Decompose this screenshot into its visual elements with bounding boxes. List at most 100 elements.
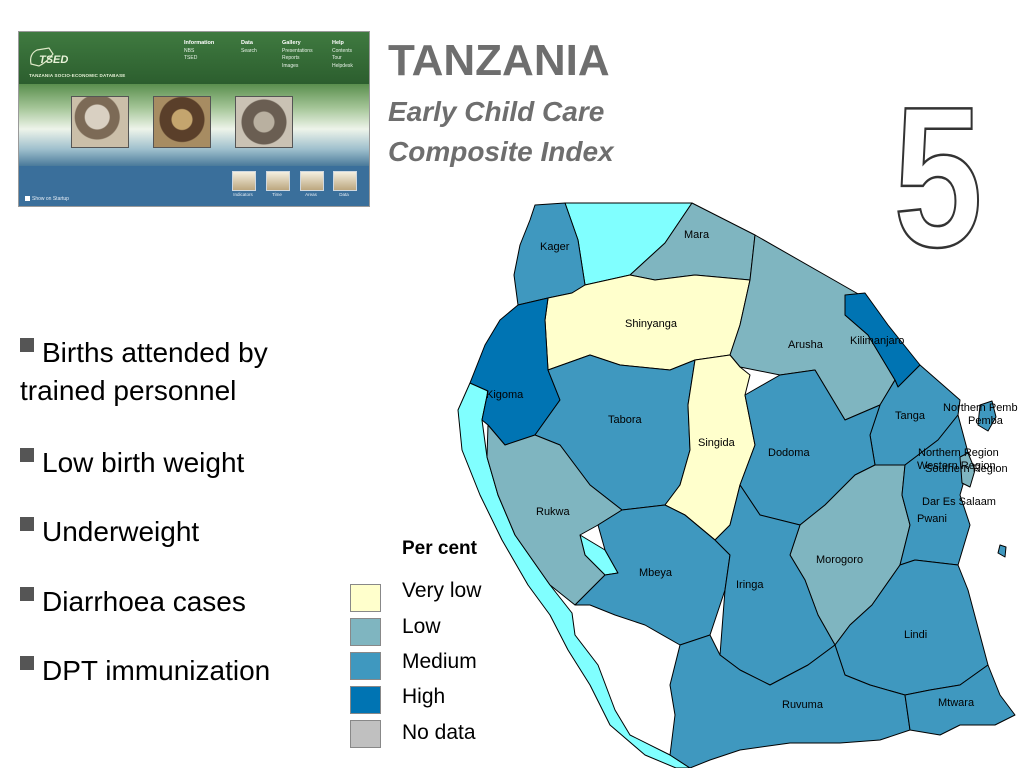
label-kagera: Kager: [540, 241, 570, 253]
label-iringa: Iringa: [736, 579, 764, 591]
menu-item[interactable]: TSED: [184, 55, 198, 61]
legend-swatch-very-low: [350, 584, 381, 612]
label-northern-pemba: Northern Pemb: [943, 402, 1018, 414]
tool-label: Time: [272, 192, 282, 197]
label-pemba: Pemba: [968, 415, 1004, 427]
label-mbeya: Mbeya: [639, 567, 673, 579]
bullet-text: Low birth weight: [42, 447, 245, 478]
label-tabora: Tabora: [608, 414, 643, 426]
page-title: TANZANIA: [388, 36, 610, 85]
label-northern-region: Northern Region: [918, 447, 999, 459]
bullet-births: Births attended by trained personnel: [20, 334, 268, 410]
label-kilimanjaro: Kilimanjaro: [850, 335, 904, 347]
label-dodoma: Dodoma: [768, 447, 810, 459]
show-on-startup-label: Show on Startup: [32, 196, 69, 202]
menu-item[interactable]: NBS: [184, 47, 195, 54]
bullet-dpt: DPT immunization: [20, 652, 270, 690]
label-ruvuma: Ruvuma: [782, 699, 824, 711]
bullet-square-icon: [20, 587, 34, 601]
areas-tool-icon[interactable]: [300, 171, 324, 191]
region-iringa: [684, 484, 836, 686]
bullet-square-icon: [20, 517, 34, 531]
menu-gallery-heading[interactable]: Gallery: [282, 40, 301, 46]
bullet-text: Diarrhoea cases: [42, 586, 246, 617]
legend-swatch-low: [350, 618, 381, 646]
label-mtwara: Mtwara: [938, 697, 975, 709]
slide-number-text: 5: [894, 66, 983, 268]
photo-child-3: [235, 96, 293, 148]
tsed-logo-text: TSED: [39, 54, 69, 66]
label-tanga: Tanga: [895, 410, 926, 422]
label-morogoro: Morogoro: [816, 554, 863, 566]
tsed-thumbnail: TSED TANZANIA SOCIO-ECONOMIC DATABASE In…: [18, 31, 370, 207]
menu-item[interactable]: Images: [282, 62, 299, 69]
slide-number: 5: [892, 65, 983, 268]
menu-help-heading[interactable]: Help: [332, 40, 344, 46]
menu-item[interactable]: Contents: [332, 47, 353, 54]
tsed-photo-strip: [19, 84, 369, 166]
label-rukwa: Rukwa: [536, 506, 571, 518]
photo-child-1: [71, 96, 129, 148]
tool-label: Indicators: [233, 192, 253, 197]
menu-item[interactable]: Presentations: [282, 47, 313, 54]
menu-help[interactable]: Help Contents Tour Helpdesk: [332, 40, 353, 70]
label-western-region: Western Region: [917, 460, 996, 472]
data-tool-icon[interactable]: [333, 171, 357, 191]
tsed-header: TSED TANZANIA SOCIO-ECONOMIC DATABASE In…: [19, 32, 369, 84]
menu-information-heading[interactable]: Information: [184, 40, 215, 46]
bullet-text: DPT immunization: [42, 655, 271, 686]
legend-swatch-medium: [350, 652, 381, 680]
subtitle-line-1: Early Child Care: [388, 96, 605, 127]
menu-item[interactable]: Reports: [282, 55, 300, 61]
label-arusha: Arusha: [788, 339, 824, 351]
bullet-low-birth-weight: Low birth weight: [20, 444, 244, 482]
photo-child-2: [153, 96, 211, 148]
legend-label-high: High: [402, 685, 446, 708]
menu-item[interactable]: Helpdesk: [332, 62, 353, 69]
bullet-square-icon: [20, 448, 34, 462]
bullet-diarrhoea: Diarrhoea cases: [20, 583, 246, 621]
tsed-logo-icon: [30, 47, 54, 67]
legend-swatch-no-data: [350, 720, 381, 748]
region-mtwara: [904, 664, 1016, 736]
legend-swatch-high: [350, 686, 381, 714]
island-mafia: [997, 544, 1007, 558]
menu-information[interactable]: Information NBS TSED: [184, 40, 214, 63]
menu-item[interactable]: Tour: [332, 55, 342, 61]
island-unguja: [959, 452, 976, 488]
label-dar-es-salaam: Dar Es Salaam: [922, 496, 996, 508]
show-on-startup-checkbox[interactable]: Show on Startup: [25, 196, 69, 202]
checkbox-icon[interactable]: [25, 196, 30, 202]
tsed-toolbar: Show on Startup Indicators Time Areas Da…: [19, 166, 369, 206]
label-kigoma: Kigoma: [486, 389, 524, 401]
indicators-tool-icon[interactable]: [232, 171, 256, 191]
legend-label-medium: Medium: [402, 650, 477, 673]
menu-data-heading[interactable]: Data: [241, 40, 253, 46]
bullet-underweight: Underweight: [20, 513, 199, 551]
bullet-text: Underweight: [42, 516, 200, 547]
subtitle-line-2: Composite Index: [388, 136, 614, 167]
label-southern-region: Southern Region: [925, 463, 1008, 475]
label-mara: Mara: [684, 229, 710, 241]
legend-title: Per cent: [402, 538, 477, 559]
tanzania-map: Kager Mara Shinyanga Arusha Kilimanjaro …: [457, 202, 1018, 768]
label-singida: Singida: [698, 437, 736, 449]
menu-item[interactable]: Search: [241, 47, 257, 54]
label-lindi: Lindi: [904, 629, 927, 641]
tsed-subtitle: TANZANIA SOCIO-ECONOMIC DATABASE: [29, 73, 126, 78]
region-rukwa: [486, 424, 623, 606]
legend-label-no-data: No data: [402, 721, 476, 744]
legend-label-low: Low: [402, 615, 441, 638]
bullet-square-icon: [20, 338, 34, 352]
bullet-square-icon: [20, 656, 34, 670]
menu-data[interactable]: Data Search: [241, 40, 257, 55]
label-shinyanga: Shinyanga: [625, 318, 678, 330]
menu-gallery[interactable]: Gallery Presentations Reports Images: [282, 40, 313, 70]
island-pemba: [977, 400, 997, 432]
region-pwani: [899, 414, 971, 566]
label-pwani: Pwani: [917, 513, 947, 525]
bullet-text: trained personnel: [20, 375, 237, 406]
tool-label: Areas: [305, 192, 317, 197]
time-tool-icon[interactable]: [266, 171, 290, 191]
bullet-text: Births attended by: [42, 337, 268, 368]
